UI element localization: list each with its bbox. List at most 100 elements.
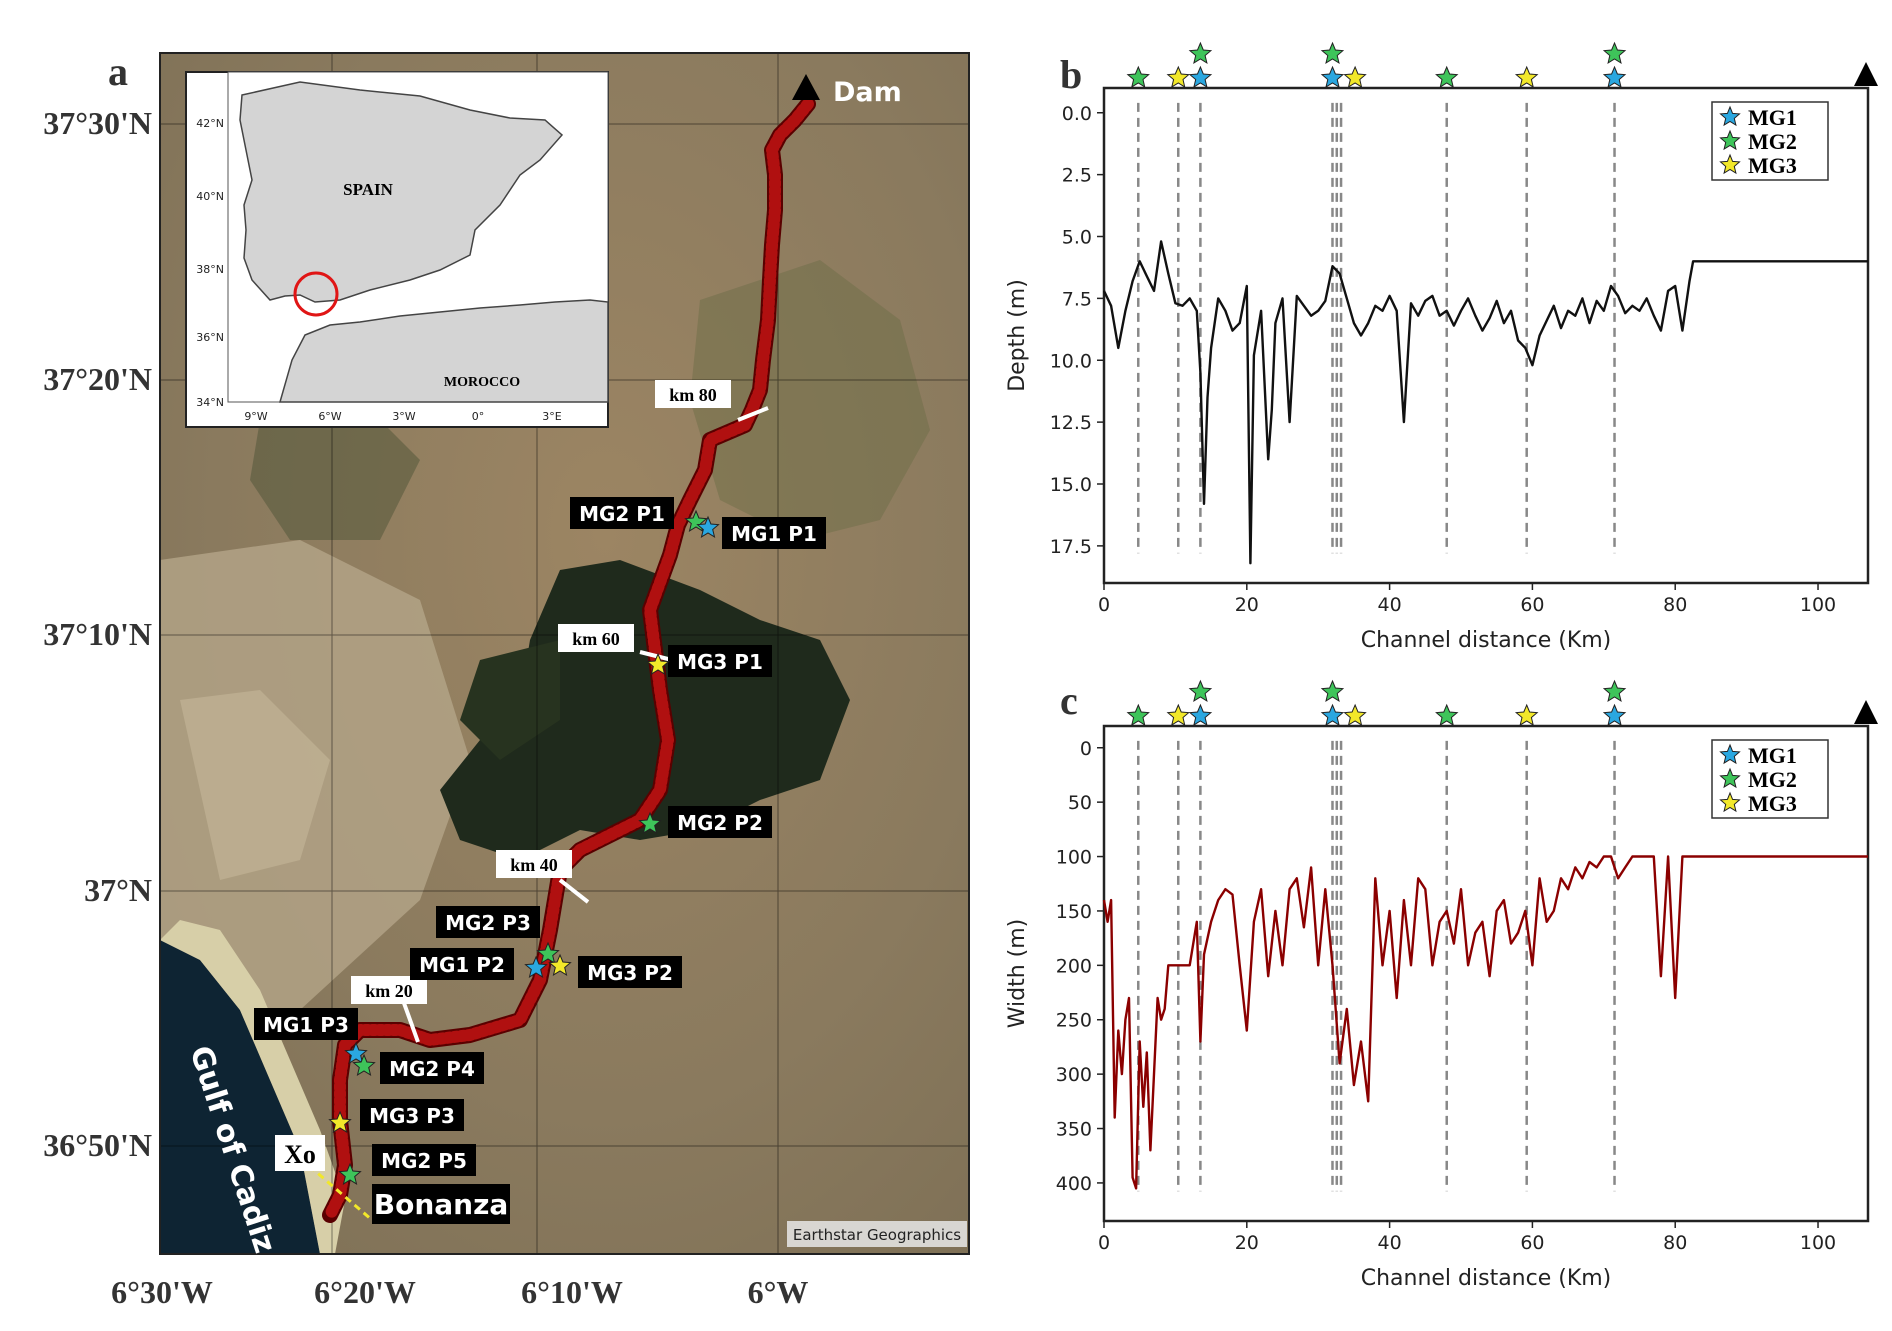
svg-text:Xo: Xo — [284, 1140, 316, 1169]
top-star-mg2 — [1602, 41, 1627, 64]
depth-chart: 0 20 40 60 80 100 0.0 2.5 5.0 7.5 10.0 12.5 15.0 17.5… — [1005, 41, 1878, 653]
station-mg2-p5-label: MG2 P5 — [372, 1144, 476, 1176]
x-tick-label: 60 — [1520, 594, 1544, 616]
attribution: Earthstar Geographics — [787, 1221, 967, 1247]
map-star-mg3-p1 — [646, 652, 670, 675]
y-tick-label: 0.0 — [1062, 103, 1092, 125]
bonanza-label: Bonanza — [372, 1184, 510, 1224]
svg-text:MG3 P2: MG3 P2 — [587, 961, 673, 985]
lon-label-6-20: 6°20'W — [314, 1274, 416, 1310]
svg-text:MG1 P3: MG1 P3 — [263, 1013, 349, 1037]
y-tick-label: 12.5 — [1050, 412, 1092, 434]
top-star-mg1 — [1320, 703, 1345, 726]
svg-text:0°: 0° — [472, 410, 485, 423]
y-tick-label: 17.5 — [1050, 536, 1092, 558]
y-axis-label: Width (m) — [1005, 919, 1030, 1029]
svg-text:MG2 P4: MG2 P4 — [389, 1057, 475, 1081]
x-tick-label: 40 — [1378, 1232, 1402, 1254]
station-mg3-p2-label: MG3 P2 — [578, 956, 682, 988]
top-star-mg3 — [1514, 65, 1539, 88]
x-tick-label: 20 — [1235, 594, 1259, 616]
sea — [160, 940, 320, 1254]
y-tick-label: 150 — [1056, 901, 1092, 923]
top-star-mg1 — [1188, 65, 1213, 88]
km60-label: km 60 — [558, 624, 634, 652]
lat-label-37-30: 37°30'N — [43, 105, 152, 141]
x-tick-label: 0 — [1098, 594, 1110, 616]
top-star-mg2 — [1435, 703, 1459, 726]
legend-label-mg2: MG2 — [1748, 129, 1797, 154]
station-mg2-p2-label: MG2 P2 — [668, 806, 772, 838]
svg-text:MG2 P2: MG2 P2 — [677, 811, 763, 835]
inset-morocco-label: MOROCCO — [444, 375, 520, 390]
map-star-mg2-p4 — [352, 1053, 376, 1076]
y-tick-label: 5.0 — [1062, 227, 1092, 249]
map-station-markers — [328, 509, 720, 1185]
legend-star-mg3 — [1719, 153, 1741, 175]
legend-star-mg3 — [1719, 791, 1741, 813]
svg-text:3°W: 3°W — [392, 410, 415, 423]
marsh-area-2 — [180, 690, 330, 880]
svg-text:36°N: 36°N — [196, 331, 224, 344]
km60-mark — [639, 650, 673, 662]
legend-star-mg1 — [1719, 105, 1741, 127]
station-mg2-p3-label: MG2 P3 — [436, 906, 540, 938]
station-mg1-p2-label: MG1 P2 — [410, 948, 514, 980]
km20-label: km 20 — [351, 976, 427, 1004]
x-tick-label: 60 — [1520, 1232, 1544, 1254]
svg-text:MG1 P1: MG1 P1 — [731, 522, 817, 546]
km80-mark — [737, 406, 769, 422]
top-star-mg2 — [1188, 41, 1213, 64]
top-star-mg2 — [1126, 703, 1150, 726]
green-fields-2 — [250, 400, 420, 540]
svg-text:km 40: km 40 — [510, 855, 558, 875]
x-tick-label: 20 — [1235, 1232, 1259, 1254]
legend-label-mg2: MG2 — [1748, 767, 1797, 792]
xo-label: Xo — [275, 1135, 325, 1171]
map-star-mg3-p2 — [548, 953, 572, 976]
inset-lat-ticks: 42°N 40°N 38°N 36°N 34°N — [196, 117, 224, 409]
svg-text:Bonanza: Bonanza — [374, 1188, 509, 1221]
legend-star-mg2 — [1719, 767, 1741, 789]
y-tick-label: 400 — [1056, 1173, 1092, 1195]
map-star-mg2-p2 — [638, 811, 662, 834]
lat-label-37-20: 37°20'N — [43, 361, 152, 397]
y-tick-label: 15.0 — [1050, 474, 1092, 496]
legend-star-mg1 — [1719, 743, 1741, 765]
top-star-mg2 — [1126, 65, 1150, 88]
legend-label-mg3: MG3 — [1748, 153, 1797, 178]
y-tick-label: 350 — [1056, 1119, 1092, 1141]
morocco-shape — [279, 299, 609, 403]
x-tick-label: 40 — [1378, 594, 1402, 616]
station-mg1-p3-label: MG1 P3 — [254, 1008, 358, 1040]
map-star-mg3-p3 — [328, 1110, 352, 1133]
km80-label: km 80 — [655, 380, 731, 408]
svg-text:MG3 P1: MG3 P1 — [677, 650, 763, 674]
x-tick-label: 100 — [1800, 1232, 1836, 1254]
station-mg3-p1-label: MG3 P1 — [668, 645, 772, 677]
x-tick-label: 100 — [1800, 594, 1836, 616]
map-star-mg2-p3 — [536, 941, 560, 964]
legend-label-mg1: MG1 — [1748, 105, 1797, 130]
map-star-mg1-p1 — [696, 515, 720, 538]
station-mg1-p1-label: MG1 P1 — [722, 517, 826, 549]
y-tick-label: 10.0 — [1050, 350, 1092, 372]
iberia-shape — [239, 81, 564, 303]
svg-text:MG1 P2: MG1 P2 — [419, 953, 505, 977]
top-star-mg3 — [1166, 703, 1190, 726]
rice-fields-2 — [460, 640, 560, 760]
series-line — [1102, 240, 1868, 565]
lat-label-37-10: 37°10'N — [43, 616, 152, 652]
station-mg2-p4-label: MG2 P4 — [380, 1052, 484, 1084]
dam-label: Dam — [833, 77, 902, 108]
inset-map: SPAIN MOROCCO 42°N 40°N 38°N 36°N 34°N 9… — [185, 71, 609, 428]
y-tick-label: 300 — [1056, 1064, 1092, 1086]
dam-triangle-icon — [1854, 62, 1878, 86]
panel-letter-a: a — [108, 49, 128, 94]
top-star-mg1 — [1188, 703, 1213, 726]
top-star-mg2 — [1188, 679, 1213, 702]
svg-text:3°E: 3°E — [542, 410, 561, 423]
top-star-mg3 — [1166, 65, 1190, 88]
map-frame — [159, 52, 970, 1255]
rice-fields — [440, 560, 850, 860]
